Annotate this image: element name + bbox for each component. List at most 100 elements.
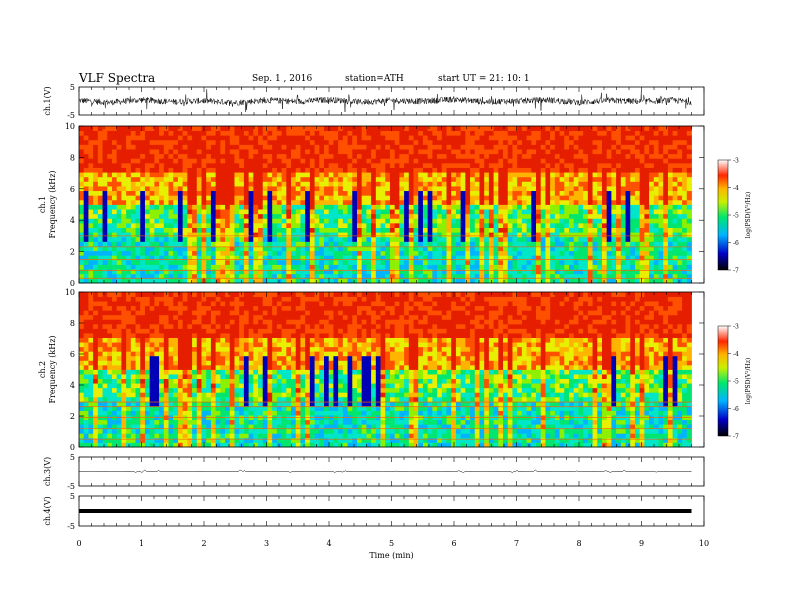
spectrogram-cell <box>620 144 626 150</box>
spectrogram-cell <box>380 250 386 256</box>
spectrogram-cell <box>441 227 447 233</box>
spectrogram-cell <box>521 195 527 201</box>
spectrogram-cell <box>526 250 532 256</box>
spectrogram-cell <box>592 273 598 279</box>
spectrogram-cell <box>272 126 278 132</box>
spectrogram-cell <box>140 172 146 178</box>
spectrogram-cell <box>88 437 94 443</box>
spectrogram-cell <box>460 236 466 242</box>
spectrogram-cell <box>309 255 315 261</box>
spectrogram-cell <box>488 250 495 256</box>
spectrogram-cell <box>389 181 396 187</box>
spectrogram-cell <box>399 176 405 182</box>
spectrogram-cell <box>210 144 217 150</box>
spectrogram-cell <box>531 176 537 182</box>
spectrogram-cell <box>667 259 674 265</box>
spectrogram-cell <box>569 236 575 242</box>
spectrogram-cell <box>93 126 99 132</box>
spectrogram-cell <box>366 250 372 256</box>
spectrogram-cell <box>630 139 636 145</box>
spectrogram-cell <box>267 130 273 136</box>
spectrogram-cell <box>616 246 622 252</box>
spectrogram-cell <box>649 158 655 164</box>
spectrogram-cell <box>102 149 108 155</box>
spectrogram-cell <box>338 264 344 270</box>
spectrogram-cell <box>399 278 405 284</box>
spectrogram-cell <box>375 190 381 196</box>
spectrogram-cell <box>352 139 358 145</box>
spectrogram-cell <box>488 139 495 145</box>
spectrogram-cell <box>663 218 669 224</box>
spectrogram-cell <box>140 190 146 196</box>
spectrogram-cell <box>625 278 631 284</box>
spectrogram-cell <box>531 246 537 252</box>
spectrogram-cell <box>437 190 443 196</box>
spectrogram-cell <box>107 273 113 279</box>
spectrogram-cell <box>583 236 589 242</box>
spectrogram-cell <box>111 130 118 136</box>
spectrogram-cell <box>83 135 89 141</box>
spectrogram-cell <box>79 401 85 407</box>
spectrogram-cell <box>309 241 315 247</box>
spectrogram-cell <box>479 273 485 279</box>
spectrogram-cell <box>658 264 664 270</box>
spectrogram-cell <box>521 209 527 215</box>
spectrogram-cell <box>276 158 282 164</box>
spectrogram-cell <box>333 181 339 187</box>
spectrogram-cell <box>663 199 669 205</box>
spectrogram-cell <box>366 222 372 228</box>
spectrogram-cell <box>281 195 287 201</box>
spectrogram-cell <box>144 158 151 164</box>
spectrogram-cell <box>663 255 669 261</box>
spectrogram-cell <box>149 149 155 155</box>
spectrogram-cell <box>592 167 598 173</box>
spectrogram-cell <box>639 195 645 201</box>
spectrogram-cell <box>272 199 278 205</box>
spectrogram-cell <box>111 232 118 238</box>
spectrogram-cell <box>682 162 688 168</box>
spectrogram-cell <box>658 172 664 178</box>
spectrogram-cell <box>465 172 471 178</box>
spectrogram-cell <box>592 172 598 178</box>
spectrogram-cell <box>498 172 504 178</box>
spectrogram-cell <box>88 236 94 242</box>
spectrogram-cell <box>455 144 462 150</box>
spectrogram-cell <box>686 144 692 150</box>
spectrogram-cell <box>653 273 659 279</box>
spectrogram-cell <box>286 204 292 210</box>
spectrogram-cell <box>578 139 584 145</box>
spectrogram-cell <box>677 172 683 178</box>
spectrogram-cell <box>394 153 400 159</box>
spectrogram-cell <box>177 199 184 205</box>
spectrogram-cell <box>564 199 570 205</box>
spectrogram-cell <box>83 139 89 145</box>
spectrogram-cell <box>159 278 165 284</box>
spectrogram-cell <box>592 255 598 261</box>
spectrogram-cell <box>281 126 287 132</box>
spectrogram-cell <box>267 269 273 275</box>
spectrogram-cell <box>116 222 122 228</box>
spectrogram-cell <box>427 149 433 155</box>
station-label: station=ATH <box>345 74 404 84</box>
spectrogram-cell <box>111 255 118 261</box>
spectrogram-cell <box>413 264 419 270</box>
spectrogram-cell <box>258 209 264 215</box>
spectrogram-cell <box>111 213 118 219</box>
spectrogram-cell <box>192 199 198 205</box>
spectrogram-cell <box>97 139 103 145</box>
spectrogram-cell <box>578 149 584 155</box>
spectrogram-cell <box>126 273 132 279</box>
spectrogram-cell <box>521 190 527 196</box>
spectrogram-cell <box>154 186 160 192</box>
spectrogram-cell <box>79 195 85 201</box>
spectrogram-cell <box>573 250 579 256</box>
spectrogram-cell <box>573 246 579 252</box>
spectrogram-cell <box>620 250 626 256</box>
spectrogram-cell <box>564 250 570 256</box>
spectrogram-cell <box>488 130 495 136</box>
spectrogram-cell <box>234 259 240 265</box>
spectrogram-cell <box>620 172 626 178</box>
spectrogram-cell <box>427 278 433 284</box>
spectrogram-cell <box>639 167 645 173</box>
spectrogram-cell <box>394 250 400 256</box>
